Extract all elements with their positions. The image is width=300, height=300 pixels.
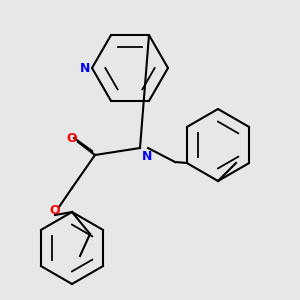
Text: O: O [67, 131, 77, 145]
Text: N: N [80, 61, 90, 74]
Text: N: N [142, 150, 152, 163]
Text: O: O [50, 203, 60, 217]
